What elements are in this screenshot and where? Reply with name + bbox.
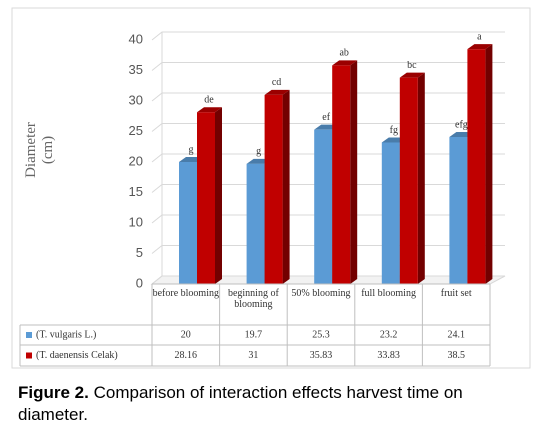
y-tick-label: 10 [129, 214, 143, 229]
y-axis-label: Diameter(cm) [23, 122, 56, 178]
y-tick-label: 25 [129, 123, 143, 138]
x-tick-label: fruit set [440, 288, 472, 299]
bar-side [417, 72, 425, 285]
bar [264, 94, 283, 285]
chart: 0 5 10 15 20 25 30 35 40 Diameter(cm) g de g cd ef ab fg… [11, 7, 531, 369]
bar [314, 129, 333, 284]
significance-letter: fg [390, 125, 398, 136]
y-tick-label: 15 [129, 184, 143, 199]
table-value: 35.83 [310, 350, 333, 361]
category-cell: fruit set [440, 288, 472, 299]
bar-side [485, 44, 493, 285]
category-cell: full blooming [361, 288, 416, 299]
category-cell: beginning of blooming [227, 288, 279, 310]
table-value: 24.1 [447, 329, 465, 340]
y-tick-label: 35 [129, 62, 143, 77]
significance-letter: a [477, 31, 482, 42]
legend-swatch [26, 332, 32, 338]
y-tick-label: 0 [136, 275, 143, 290]
bar [381, 142, 400, 284]
significance-letter: de [204, 95, 214, 106]
table-value: 28.16 [175, 350, 198, 361]
significance-letter: ef [322, 112, 330, 123]
y-tick-label: 40 [129, 31, 143, 46]
y-tick-label: 20 [129, 153, 143, 168]
y-axis-label-line: (cm) [40, 136, 56, 164]
legend-label: (T. vulgaris L.) [36, 329, 96, 340]
bar [246, 163, 265, 284]
table-value: 19.7 [245, 329, 263, 340]
bar [449, 136, 468, 284]
x-tick-label: beginning of blooming [227, 288, 279, 310]
caption: Figure 2. Comparison of interaction effe… [18, 382, 528, 426]
x-tick-label: 50% blooming [291, 288, 351, 299]
significance-letter: cd [272, 77, 281, 88]
x-tick-label: full blooming [361, 288, 416, 299]
bar-top [399, 72, 425, 78]
significance-letter: bc [407, 60, 417, 71]
bar [179, 162, 197, 284]
y-tick-label: 5 [136, 245, 143, 260]
significance-letter: efg [455, 119, 468, 130]
grid-line [151, 62, 505, 71]
bar [197, 112, 215, 284]
y-axis-label-line: Diameter [23, 122, 39, 178]
legend-swatch [26, 352, 32, 359]
y-tick-label: 30 [129, 92, 143, 107]
table-value: 31 [248, 350, 258, 361]
bar-top [264, 89, 290, 95]
table-value: 33.83 [377, 350, 400, 361]
bar [467, 49, 486, 285]
category-cell: 50% blooming [291, 288, 351, 299]
significance-letter: g [189, 144, 194, 155]
bar-side [215, 107, 222, 284]
bar [399, 77, 418, 285]
category-cell: before blooming [152, 288, 219, 299]
table-value: 23.2 [380, 329, 398, 340]
bar-top [467, 44, 493, 50]
bar-top [197, 107, 222, 113]
bar-side [350, 60, 358, 285]
significance-letter: ab [339, 48, 348, 59]
legend-label: (T. daenensis Celak) [36, 350, 118, 361]
caption-text: Comparison of interaction effects harves… [18, 383, 463, 424]
caption-label: Figure 2. [18, 383, 89, 402]
table-value: 38.5 [447, 350, 465, 361]
x-tick-label: before blooming [152, 288, 219, 299]
grid-line [151, 31, 505, 41]
significance-letter: g [256, 146, 261, 157]
bar-side [282, 89, 290, 285]
table-value: 20 [181, 329, 191, 340]
table-value: 25.3 [312, 329, 330, 340]
grid-line [151, 92, 505, 102]
grid-line [151, 123, 505, 132]
bar-top [332, 60, 358, 66]
bar [332, 65, 351, 284]
